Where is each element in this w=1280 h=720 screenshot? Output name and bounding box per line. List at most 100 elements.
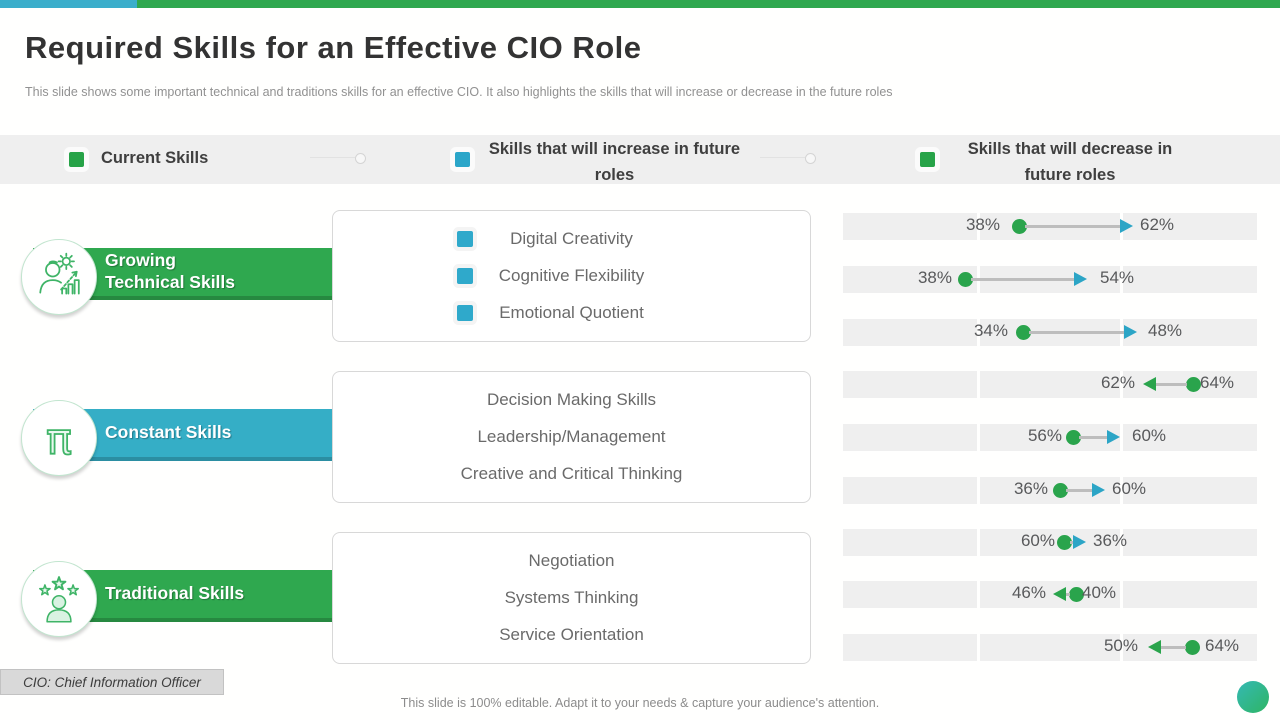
cio-abbreviation-badge: CIO: Chief Information Officer [0, 669, 224, 695]
chart-row: 34% 48% [843, 319, 1257, 346]
bar-track [843, 424, 977, 451]
percent-label-right: 64% [1200, 373, 1235, 392]
connector-line [1070, 541, 1075, 544]
bar-track [843, 581, 977, 608]
percent-label-right: 40% [1082, 583, 1117, 602]
skill-label: Cognitive Flexibility [498, 265, 645, 285]
category-title: Growing Technical Skills [105, 250, 236, 292]
percent-label-right: 60% [1132, 426, 1167, 445]
percent-label-left: 50% [1103, 636, 1138, 655]
bar-track [980, 581, 1120, 608]
bar-track [1123, 477, 1257, 504]
connector-line [1066, 489, 1094, 492]
connector-line [1029, 331, 1126, 334]
legend-label-current: Current Skills [101, 149, 209, 167]
bar-track [980, 371, 1120, 398]
decrease-arrow-icon [1143, 377, 1156, 391]
chart-row: 38% 62% [843, 213, 1257, 240]
percent-label-right: 48% [1148, 321, 1183, 340]
legend-square-current-icon [69, 152, 84, 167]
skill-item: Digital Creativity [333, 229, 810, 249]
chart-row: 36% 60% [843, 477, 1257, 504]
pi-icon: π [21, 400, 97, 476]
bar-track [980, 634, 1120, 661]
skill-item: Decision Making Skills [486, 390, 657, 410]
blue-square-bullet-icon [457, 267, 473, 284]
bar-track [843, 477, 977, 504]
bar-track [843, 371, 977, 398]
chart-row: 46% 40% [843, 581, 1257, 608]
percent-label-right: 62% [1140, 215, 1175, 234]
dumbbell-chart: 38% 62% 38% 54% 34% 48% 62% 64% 56% 60% 36% 60% 60% 3… [843, 0, 1257, 720]
skill-item: Leadership/Management [477, 426, 666, 446]
top-bar-blue-segment [0, 0, 137, 8]
skill-item: Negotiation [528, 551, 615, 571]
current-value-dot-icon [1184, 640, 1200, 655]
connector-line [1154, 383, 1187, 386]
connector-line [1159, 646, 1186, 649]
legend-square-increase-icon [455, 152, 470, 167]
skill-box-growing-technical: Digital Creativity Cognitive Flexibility… [332, 210, 811, 342]
top-bar-green-segment [137, 0, 1280, 8]
percent-label-left: 60% [1020, 531, 1055, 550]
percent-label-right: 36% [1093, 531, 1128, 550]
current-value-dot-icon [1185, 377, 1201, 392]
chart-row: 60% 36% [843, 529, 1257, 556]
current-value-dot-icon [1011, 219, 1027, 234]
percent-label-left: 38% [917, 268, 952, 287]
skill-item: Cognitive Flexibility [333, 266, 810, 286]
connector-line [971, 278, 1076, 281]
blue-square-bullet-icon [457, 304, 473, 321]
percent-label-left: 46% [1011, 583, 1046, 602]
decrease-arrow-icon [1053, 587, 1066, 601]
current-value-dot-icon [1068, 587, 1084, 602]
divider-line [310, 157, 355, 158]
current-value-dot-icon [1015, 325, 1031, 340]
bar-track [1123, 581, 1257, 608]
increase-arrow-icon [1092, 483, 1105, 497]
page-subtitle: This slide shows some important technica… [25, 85, 893, 99]
skill-item: Systems Thinking [504, 587, 639, 607]
blue-square-bullet-icon [457, 231, 473, 248]
current-value-dot-icon [1056, 535, 1072, 550]
bar-track [1123, 319, 1257, 346]
skill-box-constant: Decision Making Skills Leadership/Manage… [332, 371, 811, 503]
category-title: Constant Skills [105, 422, 232, 443]
decrease-arrow-icon [1148, 640, 1161, 654]
divider-circle [805, 153, 816, 164]
skill-box-traditional: Negotiation Systems Thinking Service Ori… [332, 532, 811, 664]
chart-row: 56% 60% [843, 424, 1257, 451]
percent-label-right: 54% [1100, 268, 1135, 287]
footer-note: This slide is 100% editable. Adapt it to… [400, 696, 880, 710]
increase-arrow-icon [1124, 325, 1137, 339]
bar-track [843, 213, 977, 240]
bar-track [1123, 213, 1257, 240]
page-title: Required Skills for an Effective CIO Rol… [25, 30, 642, 65]
bar-track [1123, 266, 1257, 293]
bar-track [843, 529, 977, 556]
percent-label-left: 56% [1027, 426, 1062, 445]
chart-row: 50% 64% [843, 634, 1257, 661]
legend-square-decrease-icon [920, 152, 935, 167]
connector-line [1025, 225, 1122, 228]
person-gear-growth-icon [21, 239, 97, 315]
skill-label: Digital Creativity [510, 229, 633, 249]
bar-track [1123, 424, 1257, 451]
svg-text:π: π [46, 415, 72, 465]
bar-track [843, 266, 977, 293]
bar-track [1123, 529, 1257, 556]
increase-arrow-icon [1120, 219, 1133, 233]
connector-line [1079, 436, 1109, 439]
current-value-dot-icon [1065, 430, 1081, 445]
chart-row: 62% 64% [843, 371, 1257, 398]
current-value-dot-icon [1052, 483, 1068, 498]
percent-label-left: 36% [1013, 479, 1048, 498]
divider-line [760, 157, 805, 158]
divider-circle [355, 153, 366, 164]
legend-label-increase: Skills that will increase in future role… [488, 140, 741, 184]
legend-band: Current Skills Skills that will increase… [0, 135, 1280, 184]
bar-track [980, 529, 1120, 556]
current-value-dot-icon [957, 272, 973, 287]
corner-circle-decoration [1237, 681, 1269, 713]
